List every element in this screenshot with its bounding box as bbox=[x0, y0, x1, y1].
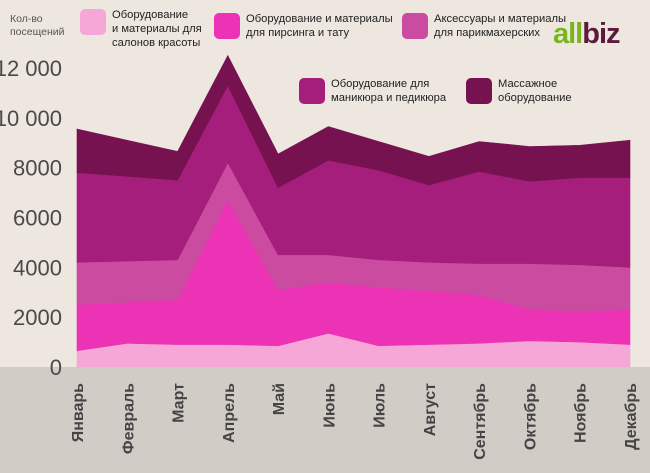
legend-swatch-manicure bbox=[299, 78, 325, 104]
legend-label-piercing: Оборудование и материалы для пирсинга и … bbox=[246, 13, 393, 39]
legend-swatch-piercing bbox=[214, 13, 240, 39]
y-tick-label: 8000 bbox=[13, 156, 62, 181]
x-tick-label: Октябрь bbox=[522, 383, 539, 450]
legend-swatch-massage bbox=[466, 78, 492, 104]
legend-item-massage: Массажное оборудование bbox=[466, 78, 572, 105]
x-tick-label: Июнь bbox=[321, 383, 338, 428]
legend-label-manicure: Оборудование для маникюра и педикюра bbox=[331, 78, 447, 104]
legend-swatch-hairdresser bbox=[402, 13, 428, 39]
x-tick-label: Июль bbox=[372, 383, 389, 428]
x-tick-label: Февраль bbox=[120, 383, 137, 454]
y-tick-label: 10 000 bbox=[0, 106, 62, 131]
y-tick-label: 0 bbox=[50, 355, 62, 380]
x-tick-label: Март bbox=[171, 383, 188, 423]
logo-part-biz: biz bbox=[582, 18, 620, 50]
y-tick-label: 4000 bbox=[13, 255, 62, 280]
legend-item-salon: Оборудование и материалы для салонов кра… bbox=[80, 9, 202, 50]
logo-part-all: all bbox=[553, 18, 583, 50]
y-tick-label: 12 000 bbox=[0, 56, 62, 81]
allbiz-logo: allbiz bbox=[553, 18, 621, 50]
y-tick-label: 2000 bbox=[13, 305, 62, 330]
legend-item-manicure: Оборудование для маникюра и педикюра bbox=[299, 78, 446, 105]
x-tick-label: Январь bbox=[70, 383, 87, 442]
legend-label-massage: Массажное оборудование bbox=[498, 78, 572, 104]
x-tick-label: Декабрь bbox=[623, 383, 640, 450]
legend-label-hairdresser: Аксессуары и материалы для парикмахерски… bbox=[434, 13, 567, 39]
y-axis-title: Кол-во посещений bbox=[10, 13, 65, 38]
legend-swatch-salon bbox=[80, 9, 106, 35]
legend-item-piercing: Оборудование и материалы для пирсинга и … bbox=[214, 13, 393, 40]
y-tick-label: 6000 bbox=[13, 206, 62, 231]
area-series-4 bbox=[76, 54, 631, 189]
x-tick-label: Апрель bbox=[221, 383, 238, 443]
legend-label-salon: Оборудование и материалы для салонов кра… bbox=[112, 9, 202, 49]
legend-item-hairdresser: Аксессуары и материалы для парикмахерски… bbox=[402, 13, 566, 40]
x-tick-label: Сентябрь bbox=[472, 383, 489, 460]
x-axis-band bbox=[0, 367, 650, 473]
x-tick-label: Август bbox=[422, 383, 439, 436]
x-tick-label: Май bbox=[271, 383, 288, 415]
x-tick-label: Ноябрь bbox=[573, 383, 590, 443]
